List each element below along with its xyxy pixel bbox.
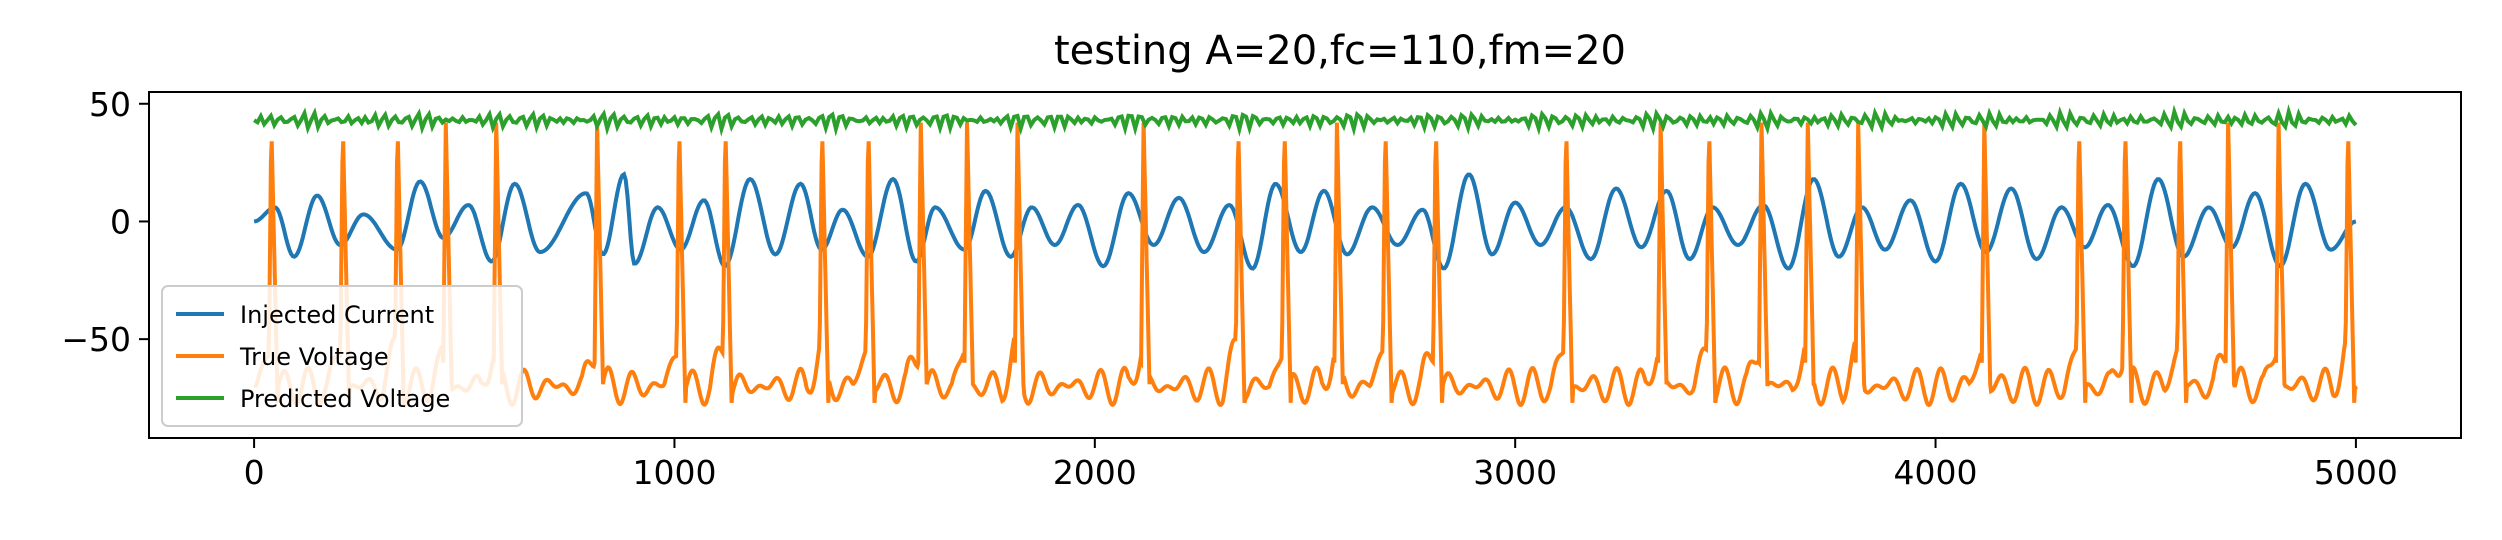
y-tick-label: 0 xyxy=(110,202,131,241)
x-tick-label: 1000 xyxy=(632,453,716,492)
x-tick-label: 3000 xyxy=(1473,453,1557,492)
legend-box xyxy=(161,285,523,427)
y-tick-label: −50 xyxy=(61,320,131,359)
series-true-voltage xyxy=(253,122,2358,409)
legend-label: Injected Current xyxy=(240,301,434,329)
x-tick-label: 0 xyxy=(244,453,265,492)
chart-title: testing A=20,fc=110,fm=20 xyxy=(1054,28,1626,74)
x-axis: 0 1000 2000 3000 4000 5000 xyxy=(244,438,2398,492)
x-tick-label: 2000 xyxy=(1053,453,1137,492)
plot-area xyxy=(253,104,2358,409)
axes-frame xyxy=(148,91,2462,439)
y-tick-label: 50 xyxy=(89,85,131,124)
legend: Injected Current True Voltage Predicted Vo… xyxy=(161,285,523,427)
x-tick-label: 5000 xyxy=(2314,453,2398,492)
legend-label: Predicted Voltage xyxy=(240,385,450,413)
x-tick-label: 4000 xyxy=(1894,453,1978,492)
legend-label: True Voltage xyxy=(239,343,389,371)
y-axis: 50 0 −50 xyxy=(61,85,149,359)
series-predicted-voltage xyxy=(253,104,2358,137)
series-injected-current xyxy=(253,171,2357,271)
